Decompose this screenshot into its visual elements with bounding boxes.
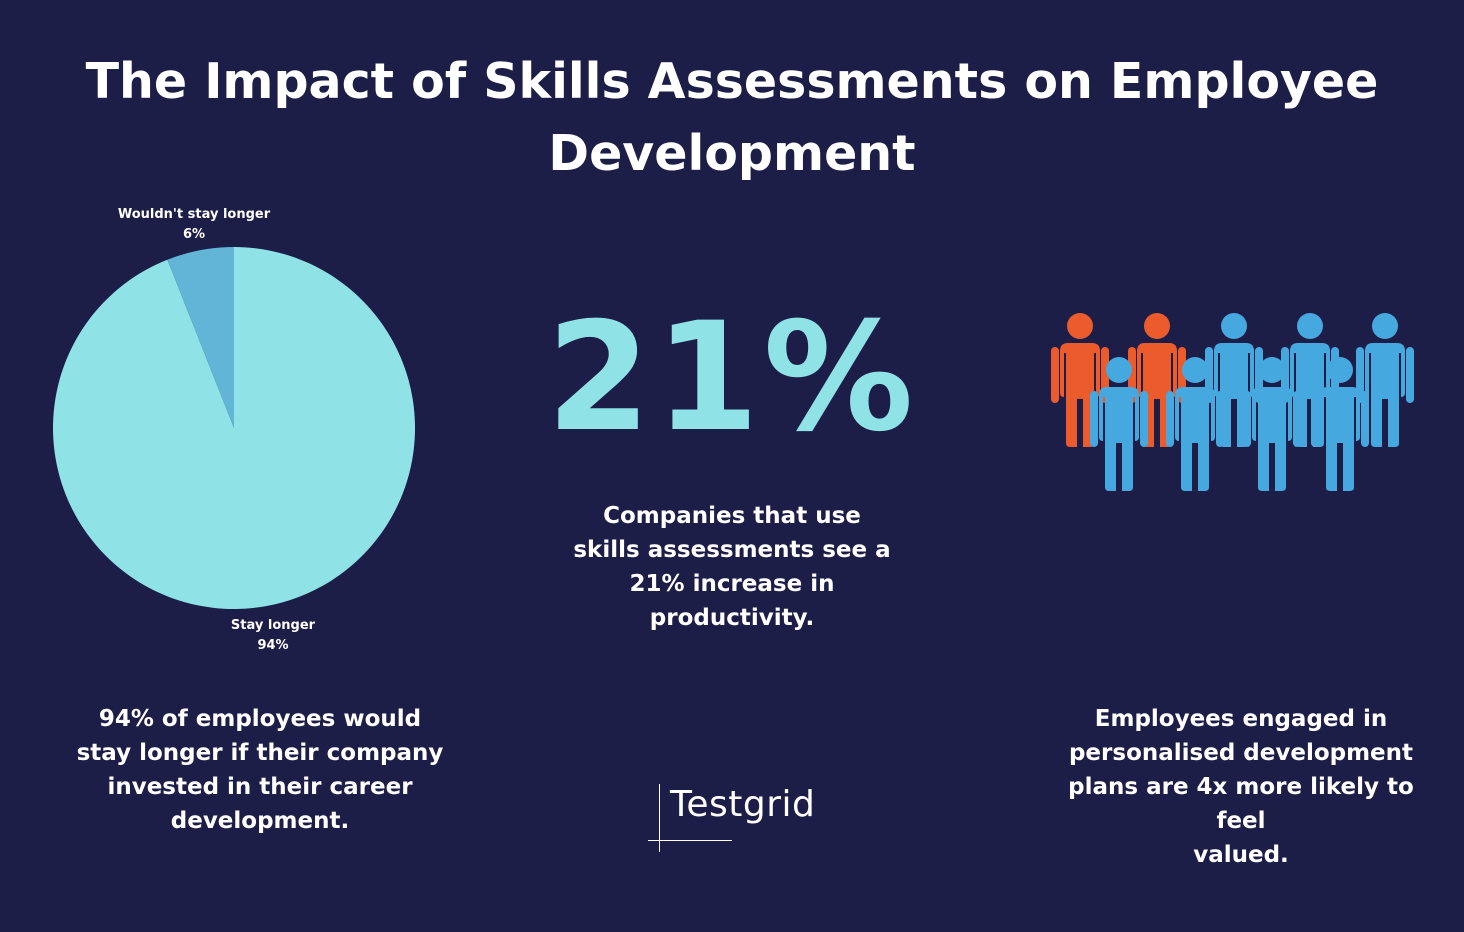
people-group-icon [1051,313,1414,491]
retention-caption: 94% of employees would stay longer if th… [60,702,460,838]
pie-slice-wouldnt-stay [167,247,234,428]
productivity-caption: Companies that use skills assessments se… [572,499,892,635]
retention-caption-line: 94% of employees would [98,706,422,732]
retention-caption-line: invested in their career [107,774,413,800]
brand-name: Testgrid [670,784,816,825]
valued-caption: Employees engaged in personalised develo… [1041,702,1441,872]
person-icon [1090,357,1148,491]
valued-caption-line: personalised development [1068,740,1414,766]
person-icon [1311,357,1369,491]
productivity-caption-line: Companies that use [603,503,861,529]
productivity-stat-value: 21% [546,291,918,465]
person-icon [1356,313,1414,447]
productivity-caption-line: productivity. [649,605,815,631]
retention-pie-chart: Wouldn't stay longer 6% Stay longer 94% [52,207,415,653]
page-title: The Impact of Skills Assessments on Empl… [0,46,1464,190]
title-line-1: The Impact of Skills Assessments on Empl… [85,53,1379,110]
valued-caption-line: plans are 4x more likely to feel [1068,774,1414,834]
pie-label-stay-longer: Stay longer 94% [231,618,316,653]
productivity-caption-line: 21% increase in [629,571,835,597]
title-line-2: Development [548,125,916,182]
brand-logo: Testgrid [640,778,840,858]
retention-caption-line: development. [170,808,350,834]
pie-label-wouldnt-stay: Wouldn't stay longer 6% [118,207,271,242]
retention-caption-line: stay longer if their company [76,740,444,766]
valued-caption-line: valued. [1193,842,1289,868]
logo-horizontal-line [648,840,732,841]
logo-vertical-line [659,784,660,852]
person-icon [1166,357,1224,491]
person-icon [1243,357,1301,491]
valued-caption-line: Employees engaged in [1094,706,1388,732]
productivity-caption-line: skills assessments see a [573,537,891,563]
